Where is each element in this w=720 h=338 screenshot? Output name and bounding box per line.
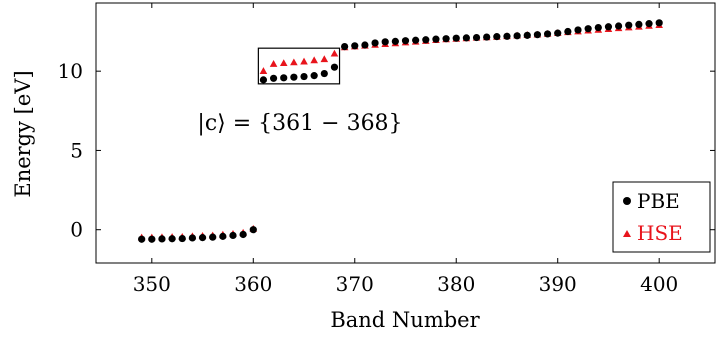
pbe-point <box>269 74 278 82</box>
hse-point <box>279 59 288 67</box>
pbe-point <box>249 226 257 234</box>
y-axis-label: Energy [eV] <box>11 70 35 197</box>
pbe-point <box>138 235 146 243</box>
legend-box <box>612 181 711 253</box>
hse-point <box>290 58 298 66</box>
pbe-point <box>158 235 166 243</box>
pbe-point <box>310 72 318 80</box>
annotation-box <box>257 47 341 85</box>
hse-point <box>269 60 278 67</box>
pbe-point <box>290 73 298 81</box>
pbe-point <box>412 36 420 44</box>
pbe-point <box>381 38 389 46</box>
pbe-point <box>401 37 410 45</box>
pbe-point <box>614 22 623 30</box>
legend-label-hse: HSE <box>637 221 683 245</box>
legend-label-pbe: PBE <box>637 189 680 213</box>
pbe-point <box>645 20 653 28</box>
x-tick-label: 360 <box>234 272 272 296</box>
pbe-point <box>239 230 247 239</box>
pbe-point <box>635 20 643 29</box>
pbe-point <box>503 32 511 40</box>
pbe-point <box>330 63 339 71</box>
pbe-point <box>148 235 156 243</box>
x-tick-label: 350 <box>133 272 171 296</box>
hse-point <box>320 55 329 63</box>
pbe-point <box>422 36 430 44</box>
plot-frame <box>95 2 716 264</box>
hse-point <box>300 57 308 65</box>
pbe-point <box>198 234 207 242</box>
legend-marker-pbe <box>623 197 631 205</box>
pbe-point <box>533 31 542 39</box>
pbe-point <box>320 69 328 78</box>
pbe-point <box>371 39 379 47</box>
series-pbe <box>138 19 663 243</box>
x-tick-label: 370 <box>336 272 374 296</box>
pbe-point <box>229 231 237 240</box>
legend: PBE HSE <box>612 181 711 253</box>
pbe-point <box>513 32 521 40</box>
pbe-point <box>655 19 663 27</box>
pbe-point <box>178 234 186 243</box>
pbe-point <box>543 30 552 38</box>
pbe-point <box>523 31 531 39</box>
pbe-point <box>188 234 197 242</box>
pbe-point <box>493 33 501 41</box>
pbe-point <box>584 25 592 33</box>
pbe-point <box>219 232 227 240</box>
pbe-point <box>259 76 268 84</box>
pbe-point <box>209 233 217 241</box>
hse-point <box>330 49 339 57</box>
pbe-point <box>452 34 460 42</box>
hse-point <box>259 67 268 74</box>
pbe-point <box>625 21 633 29</box>
y-tick-label: 5 <box>70 138 83 162</box>
y-tick-label: 0 <box>70 218 83 242</box>
pbe-point <box>462 34 470 42</box>
pbe-point <box>472 33 481 42</box>
pbe-point <box>351 42 359 50</box>
pbe-point <box>574 26 582 34</box>
pbe-point <box>483 33 491 41</box>
y-tick-label: 10 <box>58 59 83 83</box>
x-axis: 350 360 370 380 390 400 <box>133 3 678 296</box>
pbe-point <box>391 37 399 45</box>
pbe-point <box>594 23 602 32</box>
pbe-point <box>554 29 562 37</box>
hse-point <box>310 56 318 64</box>
pbe-point <box>168 235 176 243</box>
pbe-point <box>361 41 369 49</box>
pbe-point <box>432 35 440 43</box>
x-tick-label: 380 <box>437 272 475 296</box>
x-tick-label: 400 <box>640 272 678 296</box>
pbe-point <box>604 23 613 31</box>
pbe-point <box>564 27 572 36</box>
pbe-point <box>280 74 288 82</box>
x-tick-label: 390 <box>539 272 577 296</box>
pbe-point <box>442 35 450 43</box>
series-layer <box>137 19 663 243</box>
annotation-label: |c⟩ = {361 − 368} <box>197 111 402 136</box>
x-axis-label: Band Number <box>330 308 480 332</box>
pbe-point <box>341 42 349 51</box>
y-axis: 0 5 10 <box>58 59 715 242</box>
legend-marker-hse <box>623 230 631 237</box>
pbe-point <box>300 72 308 81</box>
